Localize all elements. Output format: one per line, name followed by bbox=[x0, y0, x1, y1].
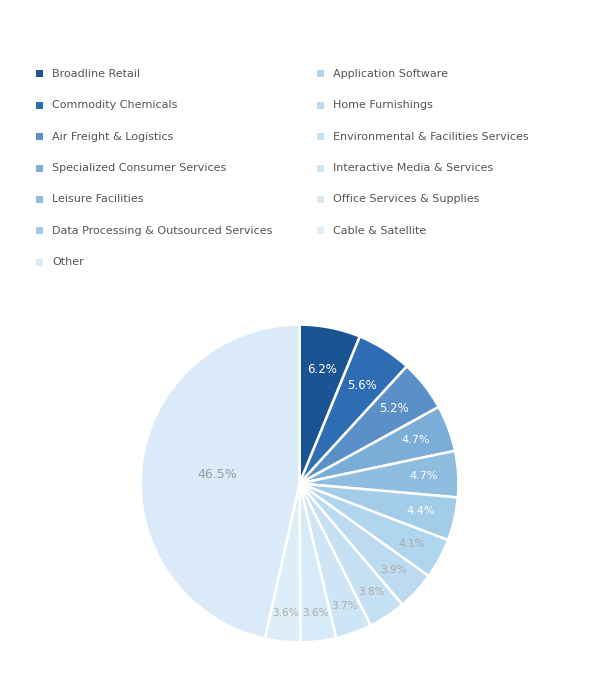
Text: Commodity Chemicals: Commodity Chemicals bbox=[52, 100, 177, 110]
Bar bbox=[317, 196, 325, 203]
Text: Application Software: Application Software bbox=[334, 69, 449, 79]
Wedge shape bbox=[300, 484, 458, 540]
Wedge shape bbox=[300, 484, 403, 626]
Text: Environmental & Facilities Services: Environmental & Facilities Services bbox=[334, 132, 529, 141]
Text: 3.6%: 3.6% bbox=[302, 608, 328, 618]
Wedge shape bbox=[300, 484, 429, 605]
Wedge shape bbox=[300, 407, 455, 484]
Wedge shape bbox=[300, 484, 371, 638]
Text: Broadline Retail: Broadline Retail bbox=[52, 69, 140, 79]
Bar bbox=[317, 165, 325, 172]
Text: 4.4%: 4.4% bbox=[406, 506, 434, 516]
Wedge shape bbox=[300, 336, 407, 484]
Bar bbox=[317, 70, 325, 77]
Wedge shape bbox=[300, 484, 336, 642]
Bar bbox=[36, 70, 43, 77]
Text: 3.6%: 3.6% bbox=[273, 608, 299, 618]
Bar bbox=[36, 196, 43, 203]
Text: 4.1%: 4.1% bbox=[398, 539, 425, 548]
Wedge shape bbox=[300, 367, 438, 484]
Bar bbox=[36, 259, 43, 266]
Text: 4.7%: 4.7% bbox=[401, 435, 430, 445]
Text: Leisure Facilities: Leisure Facilities bbox=[52, 194, 143, 205]
Text: Air Freight & Logistics: Air Freight & Logistics bbox=[52, 132, 173, 141]
Text: Home Furnishings: Home Furnishings bbox=[334, 100, 433, 110]
Wedge shape bbox=[300, 451, 458, 497]
Text: Office Services & Supplies: Office Services & Supplies bbox=[334, 194, 480, 205]
Bar bbox=[36, 227, 43, 234]
Text: Data Processing & Outsourced Services: Data Processing & Outsourced Services bbox=[52, 226, 273, 236]
Bar bbox=[36, 133, 43, 140]
Bar bbox=[317, 102, 325, 109]
Bar bbox=[36, 102, 43, 109]
Bar bbox=[36, 165, 43, 172]
Text: 3.9%: 3.9% bbox=[380, 565, 406, 575]
Text: Other: Other bbox=[52, 257, 84, 267]
Text: 3.7%: 3.7% bbox=[331, 601, 357, 611]
Wedge shape bbox=[141, 325, 300, 639]
Wedge shape bbox=[300, 325, 360, 484]
Bar bbox=[317, 133, 325, 140]
Text: 5.2%: 5.2% bbox=[380, 402, 409, 415]
Text: 6.2%: 6.2% bbox=[307, 363, 337, 376]
Bar bbox=[317, 227, 325, 234]
Text: Composition by Industry (Based on Fair Value)*: Composition by Industry (Based on Fair V… bbox=[96, 23, 503, 39]
Wedge shape bbox=[300, 484, 448, 576]
Text: 5.6%: 5.6% bbox=[347, 379, 377, 392]
Text: Specialized Consumer Services: Specialized Consumer Services bbox=[52, 163, 226, 173]
Text: Cable & Satellite: Cable & Satellite bbox=[334, 226, 426, 236]
Text: Interactive Media & Services: Interactive Media & Services bbox=[334, 163, 494, 173]
Text: 3.8%: 3.8% bbox=[358, 587, 385, 597]
Wedge shape bbox=[265, 484, 301, 642]
Text: 4.7%: 4.7% bbox=[409, 471, 437, 481]
Text: 46.5%: 46.5% bbox=[198, 468, 237, 481]
